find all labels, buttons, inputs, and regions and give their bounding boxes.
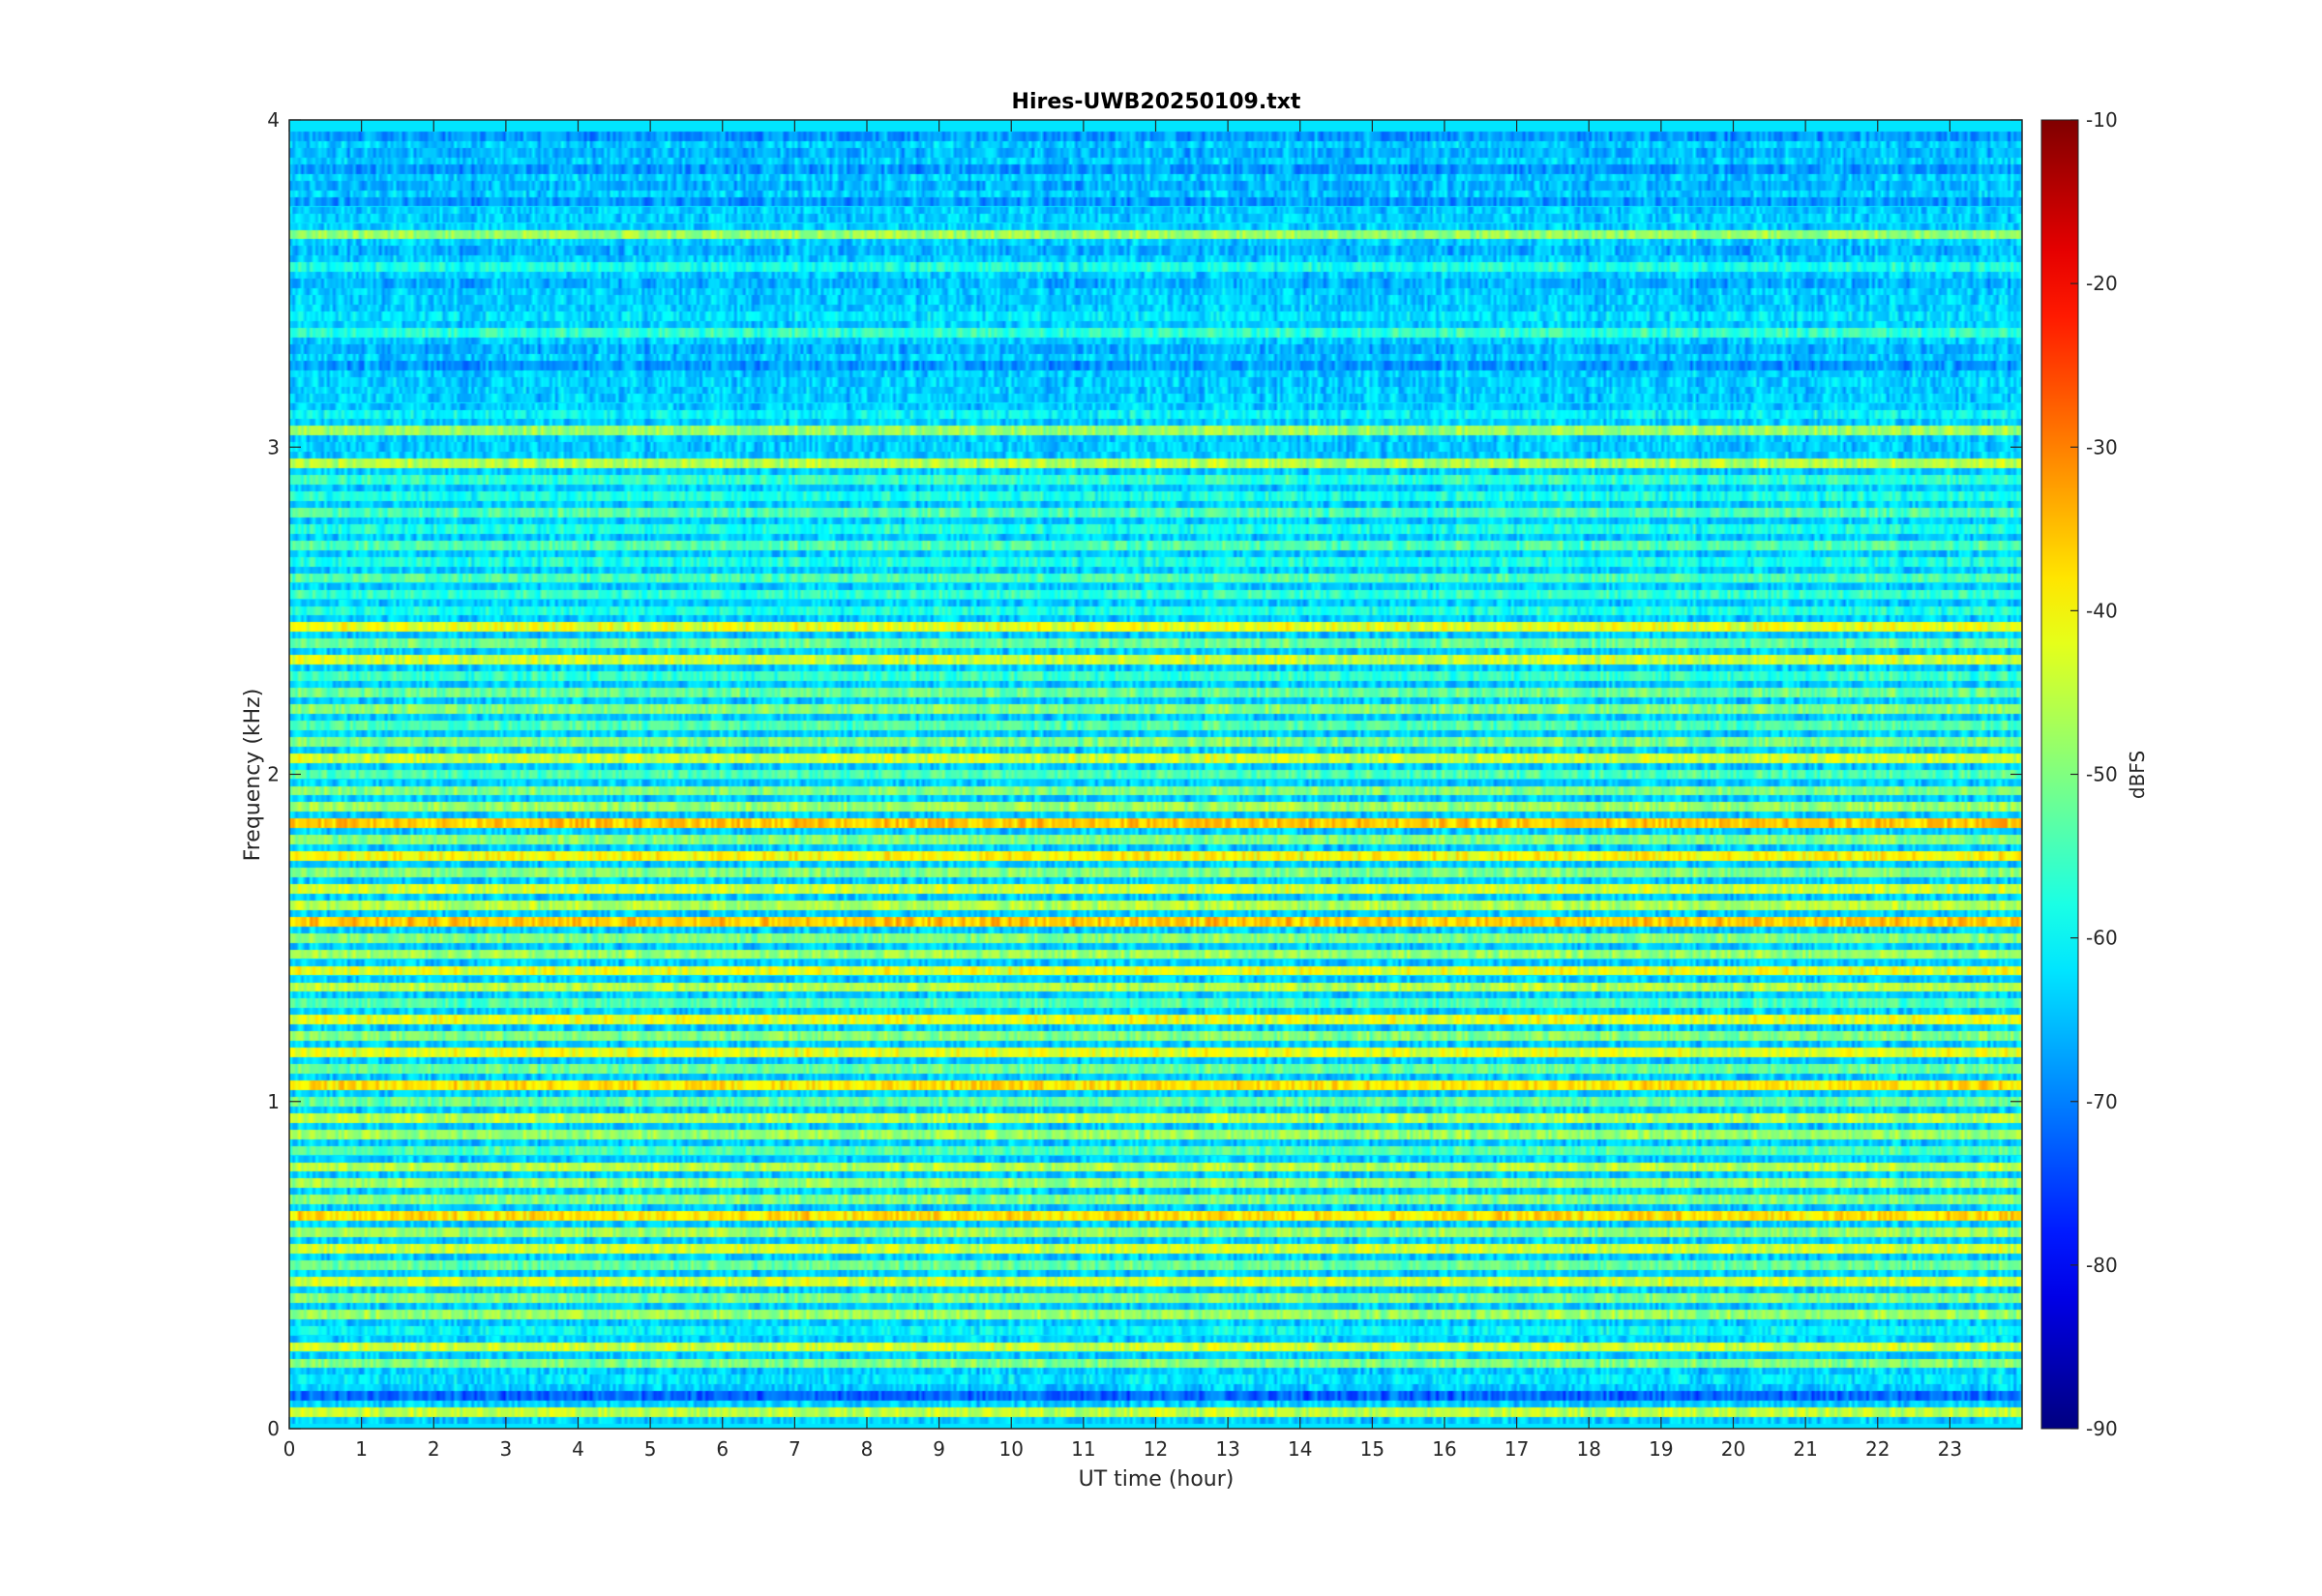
y-tick-label: 1 xyxy=(267,1090,280,1113)
x-tick-label: 19 xyxy=(1649,1437,1673,1461)
chart-title: Hires-UWB20250109.txt xyxy=(1012,90,1301,114)
colorbar-tick-label: -70 xyxy=(2086,1090,2118,1113)
x-tick-label: 18 xyxy=(1577,1437,1601,1461)
y-tick-label: 2 xyxy=(267,763,280,786)
x-tick-label: 22 xyxy=(1865,1437,1890,1461)
colorbar-tick-label: -80 xyxy=(2086,1254,2118,1277)
y-axis-label: Frequency (kHz) xyxy=(241,689,265,862)
x-tick-label: 8 xyxy=(861,1437,874,1461)
x-tick-label: 10 xyxy=(999,1437,1024,1461)
x-tick-label: 1 xyxy=(355,1437,368,1461)
x-tick-label: 11 xyxy=(1071,1437,1095,1461)
x-tick-label: 3 xyxy=(500,1437,513,1461)
x-tick-label: 4 xyxy=(572,1437,584,1461)
spectrogram-heatmap xyxy=(289,120,2022,1429)
colorbar-tick-label: -30 xyxy=(2086,435,2118,458)
x-tick-label: 14 xyxy=(1288,1437,1312,1461)
colorbar-axis: -90 -80 -70 -60 -50 -40 -30 -20 -10 xyxy=(2070,108,2118,1440)
x-tick-label: 9 xyxy=(933,1437,945,1461)
x-tick-label: 7 xyxy=(789,1437,801,1461)
x-tick-label: 12 xyxy=(1144,1437,1168,1461)
y-tick-label: 0 xyxy=(267,1417,280,1440)
x-tick-label: 21 xyxy=(1793,1437,1817,1461)
x-axis: 0 1 2 3 4 5 6 7 8 9 10 11 12 13 14 15 16 17 18 19 20 21 22 23 xyxy=(283,120,1962,1461)
x-tick-label: 17 xyxy=(1504,1437,1529,1461)
colorbar-tick-label: -90 xyxy=(2086,1417,2118,1440)
colorbar-tick-label: -40 xyxy=(2086,599,2118,622)
colorbar-label: dBFS xyxy=(2126,751,2149,799)
x-tick-label: 2 xyxy=(428,1437,440,1461)
colorbar-tick-label: -60 xyxy=(2086,927,2118,950)
y-tick-label: 4 xyxy=(267,108,280,132)
x-tick-label: 23 xyxy=(1938,1437,1962,1461)
x-tick-label: 6 xyxy=(716,1437,729,1461)
x-tick-label: 20 xyxy=(1721,1437,1745,1461)
x-tick-label: 13 xyxy=(1215,1437,1239,1461)
y-tick-label: 3 xyxy=(267,435,280,458)
y-axis: 0 1 2 3 4 xyxy=(267,108,2022,1440)
colorbar-tick-label: -10 xyxy=(2086,108,2118,132)
x-tick-label: 0 xyxy=(283,1437,296,1461)
x-axis-label: UT time (hour) xyxy=(1079,1467,1235,1492)
heatmap-raster xyxy=(289,120,2022,1429)
x-tick-label: 5 xyxy=(644,1437,657,1461)
x-tick-label: 16 xyxy=(1432,1437,1456,1461)
colorbar-tick-label: -50 xyxy=(2086,763,2118,786)
x-tick-label: 15 xyxy=(1360,1437,1384,1461)
colorbar-tick-label: -20 xyxy=(2086,272,2118,295)
